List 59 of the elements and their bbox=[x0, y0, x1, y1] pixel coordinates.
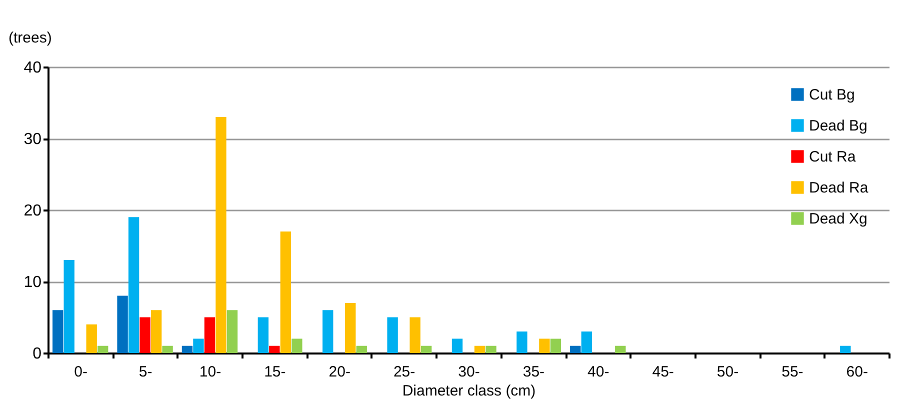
x-tick-label: 35- bbox=[522, 364, 545, 380]
y-tick-label: 30 bbox=[24, 131, 42, 148]
bar bbox=[474, 346, 486, 353]
x-tick-label: 60- bbox=[846, 364, 868, 380]
bar bbox=[204, 317, 216, 353]
bar bbox=[570, 346, 581, 353]
x-tick-label: 30- bbox=[458, 364, 480, 380]
bar bbox=[52, 310, 64, 353]
bar bbox=[128, 217, 140, 353]
bar bbox=[86, 324, 97, 353]
x-axis-title: Diameter class (cm) bbox=[402, 382, 536, 400]
bar bbox=[269, 346, 280, 353]
x-tick-label: 10- bbox=[199, 364, 222, 380]
x-tick-label: 50- bbox=[716, 364, 739, 380]
y-tick-label: 20 bbox=[24, 202, 42, 220]
bar bbox=[840, 346, 851, 353]
bar bbox=[581, 332, 592, 353]
bar bbox=[280, 231, 292, 353]
x-tick-label: 55- bbox=[782, 364, 804, 380]
x-tick-label: 5- bbox=[138, 364, 152, 380]
bar bbox=[64, 260, 74, 353]
bar bbox=[182, 346, 193, 353]
bar bbox=[193, 338, 204, 353]
legend-label: Cut Bg bbox=[809, 86, 855, 104]
legend-label: Cut Ra bbox=[809, 148, 856, 166]
bar bbox=[345, 302, 356, 353]
bar bbox=[98, 346, 108, 353]
x-tick-label: 0- bbox=[74, 364, 88, 380]
legend-label: Dead Xg bbox=[809, 210, 868, 228]
bar bbox=[292, 338, 302, 353]
bar bbox=[410, 317, 420, 353]
x-tick-label: 15- bbox=[264, 364, 286, 380]
bar bbox=[322, 310, 334, 353]
bar bbox=[356, 346, 367, 353]
bar bbox=[117, 296, 128, 353]
bar bbox=[486, 346, 496, 353]
bar bbox=[516, 332, 528, 353]
bar bbox=[615, 346, 626, 353]
bar bbox=[226, 310, 238, 353]
bar bbox=[162, 346, 173, 353]
y-tick-label: 40 bbox=[24, 60, 42, 76]
x-tick-label: 40- bbox=[588, 364, 610, 380]
bar bbox=[452, 338, 463, 353]
y-axis-title: (trees) bbox=[8, 30, 52, 46]
x-tick-label: 20- bbox=[328, 364, 350, 380]
y-tick-label: 0 bbox=[32, 346, 42, 362]
y-tick-label: 10 bbox=[24, 274, 42, 291]
bar bbox=[258, 317, 269, 353]
bar bbox=[216, 117, 226, 353]
bar bbox=[150, 310, 162, 353]
bar bbox=[539, 338, 550, 353]
x-tick-label: 25- bbox=[393, 364, 416, 380]
bar bbox=[420, 346, 432, 353]
x-tick-label: 45- bbox=[652, 364, 674, 380]
bar bbox=[140, 317, 150, 353]
legend-label: Dead Bg bbox=[809, 118, 868, 134]
bar bbox=[550, 338, 562, 353]
bar bbox=[387, 317, 398, 353]
legend-label: Dead Ra bbox=[809, 180, 869, 196]
